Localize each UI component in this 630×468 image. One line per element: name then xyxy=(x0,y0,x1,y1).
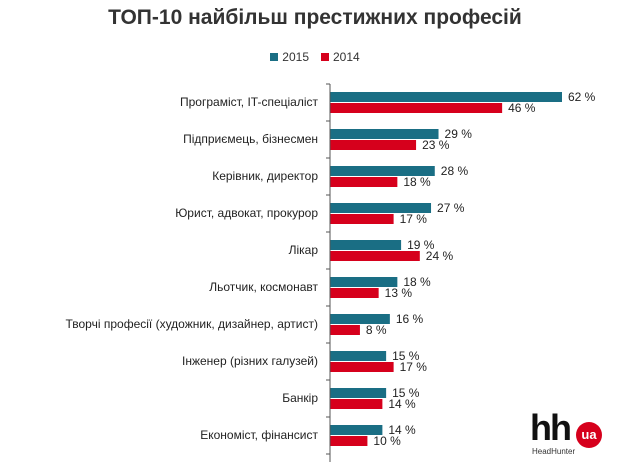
data-label-2014: 14 % xyxy=(388,397,416,411)
bar-2015 xyxy=(330,240,402,250)
bar-2015 xyxy=(330,425,383,435)
bar-2015 xyxy=(330,388,387,398)
category-label: Банкір xyxy=(282,391,318,405)
bar-2015 xyxy=(330,314,390,324)
bar-2014 xyxy=(330,214,394,224)
headhunter-logo: hh ua HeadHunter xyxy=(530,410,620,460)
logo-brand: hh xyxy=(530,407,572,448)
data-label-2014: 46 % xyxy=(508,101,536,115)
data-label-2015: 18 % xyxy=(403,275,431,289)
bar-2015 xyxy=(330,92,562,102)
data-label-2015: 16 % xyxy=(396,312,424,326)
category-label: Лікар xyxy=(289,243,319,257)
logo-subtitle: HeadHunter xyxy=(532,447,576,456)
category-label: Економіст, фінансист xyxy=(200,428,318,442)
data-label-2014: 13 % xyxy=(385,286,413,300)
bar-2015 xyxy=(330,351,387,361)
legend: 2015 2014 xyxy=(0,50,630,64)
data-label-2014: 8 % xyxy=(366,323,387,337)
category-label: Підприємець, бізнесмен xyxy=(183,132,318,146)
legend-label-2014: 2014 xyxy=(333,50,360,64)
category-label: Юрист, адвокат, прокурор xyxy=(175,206,318,220)
category-label: Творчі професії (художник, дизайнер, арт… xyxy=(65,317,318,331)
bar-2014 xyxy=(330,362,394,372)
data-label-2015: 28 % xyxy=(441,164,469,178)
data-label-2015: 27 % xyxy=(437,201,465,215)
bar-2014 xyxy=(330,436,368,446)
category-label: Програміст, IT-спеціаліст xyxy=(180,95,318,109)
data-label-2014: 17 % xyxy=(400,212,428,226)
bar-2015 xyxy=(330,277,398,287)
legend-swatch-2015 xyxy=(270,53,279,61)
data-label-2014: 23 % xyxy=(422,138,450,152)
data-label-2014: 10 % xyxy=(373,434,401,448)
data-label-2015: 15 % xyxy=(392,349,420,363)
legend-item-2014: 2014 xyxy=(321,50,360,64)
data-label-2014: 24 % xyxy=(426,249,454,263)
legend-label-2015: 2015 xyxy=(282,50,309,64)
legend-item-2015: 2015 xyxy=(270,50,309,64)
bar-2014 xyxy=(330,288,379,298)
bar-2014 xyxy=(330,140,417,150)
data-label-2014: 17 % xyxy=(400,360,428,374)
bar-2014 xyxy=(330,103,503,113)
legend-swatch-2014 xyxy=(321,53,329,61)
bar-2015 xyxy=(330,166,435,176)
category-label: Керівник, директор xyxy=(212,169,318,183)
bar-2015 xyxy=(330,203,432,213)
data-label-2015: 29 % xyxy=(445,127,473,141)
bar-2014 xyxy=(330,177,398,187)
data-label-2015: 14 % xyxy=(388,423,416,437)
data-label-2015: 19 % xyxy=(407,238,435,252)
category-label: Інженер (різних галузей) xyxy=(182,354,318,368)
bar-2014 xyxy=(330,325,360,335)
data-label-2015: 15 % xyxy=(392,386,420,400)
category-label: Льотчик, космонавт xyxy=(209,280,318,294)
chart-title: ТОП-10 найбільш престижних професій xyxy=(108,6,522,29)
data-label-2014: 18 % xyxy=(403,175,431,189)
bar-2014 xyxy=(330,399,383,409)
logo-badge: ua xyxy=(576,422,602,448)
bar-2015 xyxy=(330,129,439,139)
data-label-2015: 62 % xyxy=(568,90,596,104)
bar-2014 xyxy=(330,251,420,261)
